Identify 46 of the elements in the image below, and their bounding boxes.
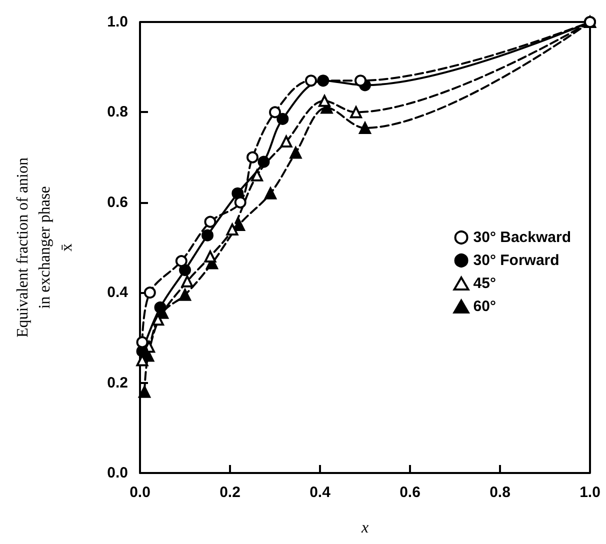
point xyxy=(154,301,166,314)
point xyxy=(276,112,289,125)
x-tick-label: 0.0 xyxy=(130,484,150,501)
y-tick-label: 0.6 xyxy=(107,194,128,211)
point xyxy=(232,187,244,200)
y-tick-label: 1.0 xyxy=(107,14,128,30)
legend-label: 30° Backward xyxy=(473,229,572,246)
point xyxy=(269,106,281,118)
point xyxy=(354,74,366,87)
point xyxy=(305,74,317,87)
x-tick-label: 1.0 xyxy=(580,484,600,501)
point xyxy=(136,336,148,348)
y-tick-label: 0.2 xyxy=(107,374,128,392)
y-tick-label: 0.8 xyxy=(107,104,128,121)
point xyxy=(290,146,302,159)
point xyxy=(350,106,362,118)
point xyxy=(202,229,214,242)
x-axis-title: x xyxy=(360,520,369,536)
x-tick-label: 0.8 xyxy=(490,484,510,501)
y-axis-title: Equivalent fraction of anion in exchanger phase x̄ xyxy=(14,158,76,338)
point xyxy=(226,223,238,236)
point xyxy=(280,136,292,148)
point xyxy=(318,94,330,107)
point xyxy=(234,196,246,208)
y-tick-label: 0.4 xyxy=(107,284,129,302)
x-tick-label: 0.4 xyxy=(310,484,332,501)
y-tick-label: 0.0 xyxy=(107,464,128,482)
point xyxy=(359,122,371,134)
x-tick-label: 0.6 xyxy=(400,484,420,501)
point xyxy=(179,288,191,301)
legend-label: 45° xyxy=(473,275,496,292)
point xyxy=(179,264,191,276)
point xyxy=(181,275,194,288)
point xyxy=(258,156,270,168)
point xyxy=(204,216,216,228)
point xyxy=(251,169,263,182)
point xyxy=(175,255,188,268)
x-tick-label: 0.2 xyxy=(220,484,240,501)
point xyxy=(264,187,276,200)
point xyxy=(204,250,216,263)
legend-label: 30° Forward xyxy=(473,252,560,269)
legend-label: 60° xyxy=(473,298,496,315)
point xyxy=(233,218,245,231)
point xyxy=(144,286,156,299)
point xyxy=(138,386,150,398)
point xyxy=(246,151,258,164)
